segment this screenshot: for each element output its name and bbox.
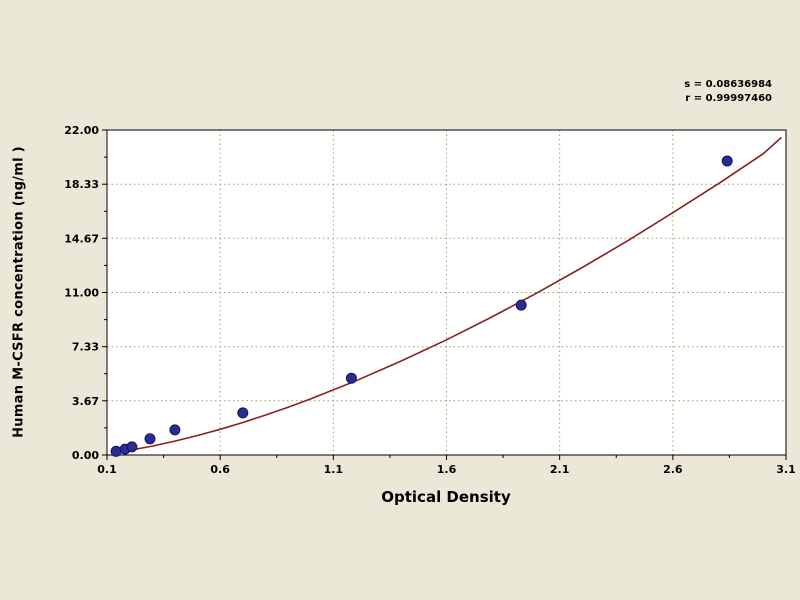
- data-point: [721, 155, 733, 167]
- x-tick-label: 2.1: [550, 463, 570, 476]
- fit-statistics: s = 0.08636984 r = 0.99997460: [684, 78, 772, 106]
- data-point: [110, 445, 122, 457]
- y-tick-label: 7.33: [72, 341, 99, 354]
- y-tick-label: 11.00: [64, 287, 99, 300]
- y-tick-label: 14.67: [64, 232, 99, 245]
- y-tick-label: 22.00: [64, 124, 99, 137]
- x-tick-label: 3.1: [776, 463, 796, 476]
- data-point: [345, 372, 357, 384]
- y-tick-label: 0.00: [72, 449, 99, 462]
- data-point: [144, 433, 156, 445]
- x-axis-title: Optical Density: [381, 488, 511, 506]
- fit-r-value: r = 0.99997460: [685, 93, 772, 104]
- x-tick-label: 1.6: [437, 463, 457, 476]
- data-point: [515, 299, 527, 311]
- data-point: [169, 424, 181, 436]
- y-tick-label: 3.67: [72, 395, 99, 408]
- x-tick-label: 1.1: [324, 463, 344, 476]
- x-tick-label: 0.6: [210, 463, 230, 476]
- y-tick-label: 18.33: [64, 178, 99, 191]
- x-tick-label: 0.1: [97, 463, 117, 476]
- x-tick-label: 2.6: [663, 463, 683, 476]
- data-point: [126, 441, 138, 453]
- fit-s-value: s = 0.08636984: [684, 79, 772, 90]
- data-point: [237, 407, 249, 419]
